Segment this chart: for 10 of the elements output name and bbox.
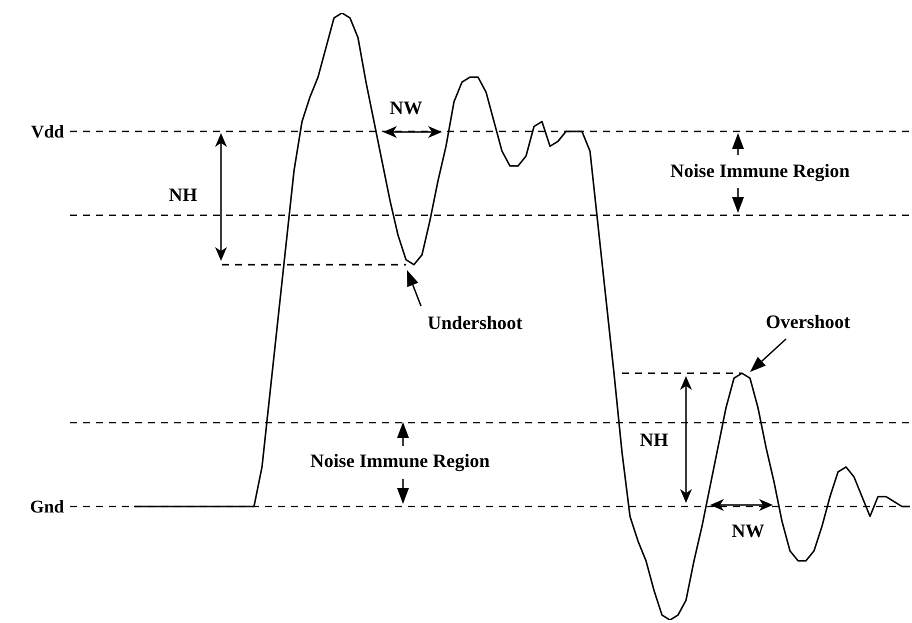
annotation: Undershoot	[427, 313, 524, 334]
annotation: Overshoot	[766, 312, 851, 333]
annotation: Noise Immune Region	[670, 161, 850, 182]
annotation: NW	[390, 98, 422, 119]
ref-line-label: Vdd	[30, 121, 64, 142]
annotation: NH	[168, 185, 198, 206]
ref-line-label: Gnd	[30, 496, 64, 516]
annotation: NW	[732, 521, 764, 542]
annotation: Noise Immune Region	[310, 451, 490, 472]
annotation: NH	[640, 430, 668, 451]
